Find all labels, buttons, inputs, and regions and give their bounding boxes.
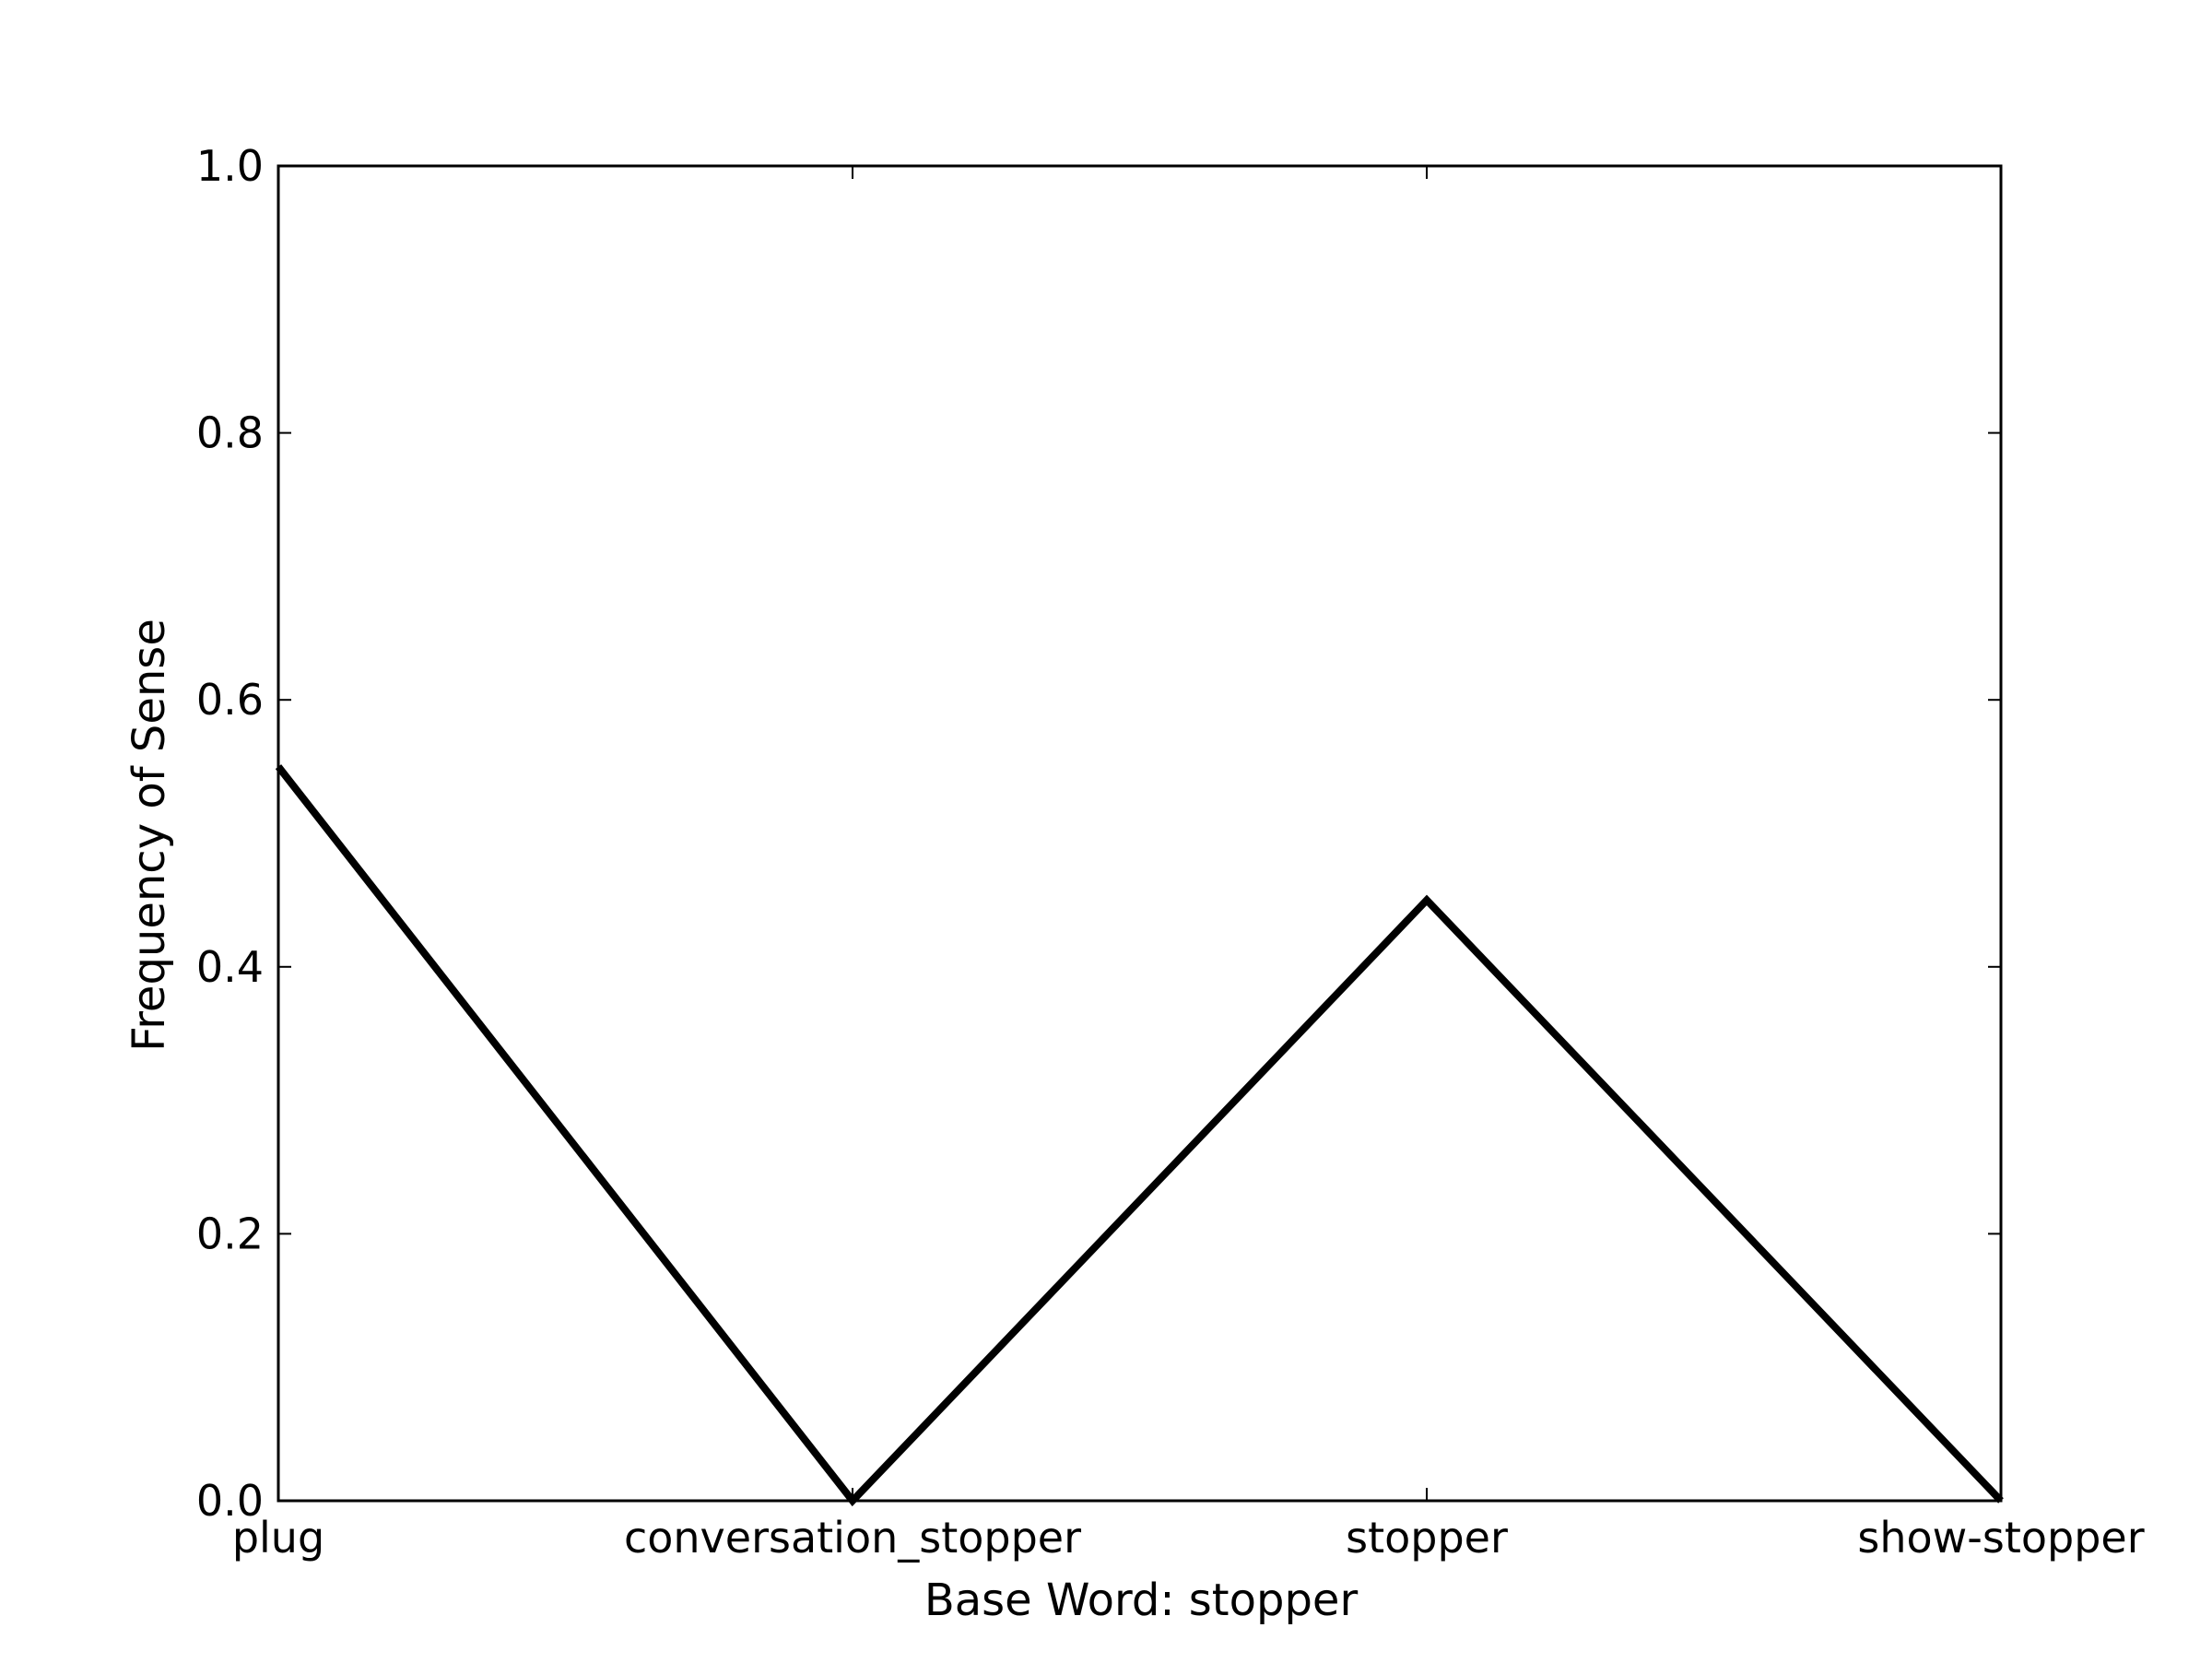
y-axis: 0.0 0.2 0.4 0.6 0.8 1.0 — [196, 141, 2001, 1526]
x-tick-label: plug — [232, 1513, 324, 1563]
x-tick-label: show-stopper — [1857, 1513, 2144, 1563]
series-line — [275, 764, 2004, 1507]
y-tick-label: 0.4 — [196, 942, 264, 992]
x-axis: plug conversation_stopper stopper show-stop… — [232, 166, 2145, 1563]
series-layer — [275, 764, 2004, 1507]
y-axis-label: Frequency of Sense — [124, 619, 175, 1052]
plot-area-border — [276, 164, 2003, 1503]
plot-frame — [276, 164, 2003, 1503]
y-tick-label: 0.8 — [196, 408, 264, 458]
y-tick-label: 1.0 — [196, 141, 264, 191]
x-tick-label: conversation_stopper — [624, 1513, 1081, 1563]
y-tick-label: 0.0 — [196, 1476, 264, 1526]
y-tick-label: 0.2 — [196, 1209, 264, 1258]
x-tick-label: stopper — [1346, 1513, 1508, 1563]
y-tick-label: 0.6 — [196, 675, 264, 725]
x-axis-label: Base Word: stopper — [924, 1575, 1359, 1626]
